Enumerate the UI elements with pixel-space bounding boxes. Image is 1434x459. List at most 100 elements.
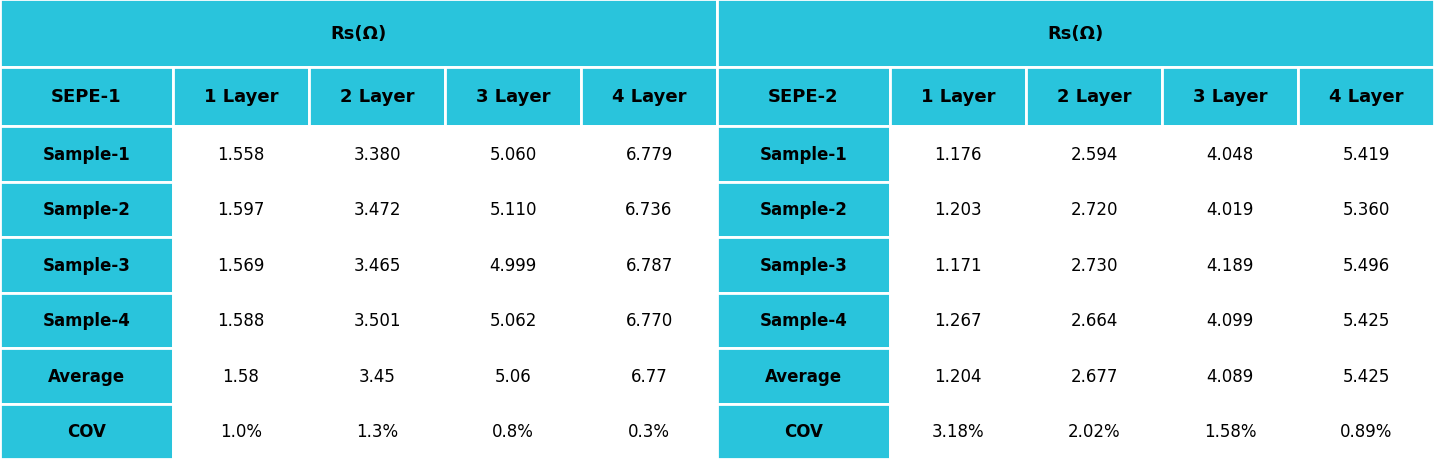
Text: 4.189: 4.189 xyxy=(1206,256,1253,274)
Text: 4.048: 4.048 xyxy=(1206,146,1253,163)
FancyBboxPatch shape xyxy=(1162,238,1298,293)
Text: 4.999: 4.999 xyxy=(489,256,536,274)
FancyBboxPatch shape xyxy=(0,238,174,293)
FancyBboxPatch shape xyxy=(891,293,1027,348)
Text: 2.730: 2.730 xyxy=(1070,256,1117,274)
Text: 1.597: 1.597 xyxy=(218,201,265,219)
FancyBboxPatch shape xyxy=(310,348,445,403)
Text: 5.425: 5.425 xyxy=(1342,312,1390,330)
Text: 3.501: 3.501 xyxy=(353,312,400,330)
Text: 3.45: 3.45 xyxy=(358,367,396,385)
Text: Sample-2: Sample-2 xyxy=(760,201,847,219)
FancyBboxPatch shape xyxy=(1298,127,1434,182)
FancyBboxPatch shape xyxy=(1298,182,1434,238)
Text: 1.204: 1.204 xyxy=(935,367,982,385)
FancyBboxPatch shape xyxy=(891,238,1027,293)
FancyBboxPatch shape xyxy=(717,403,891,459)
Text: 2.594: 2.594 xyxy=(1070,146,1117,163)
FancyBboxPatch shape xyxy=(445,348,581,403)
FancyBboxPatch shape xyxy=(0,403,174,459)
FancyBboxPatch shape xyxy=(1298,403,1434,459)
Text: 1 Layer: 1 Layer xyxy=(204,88,278,106)
Text: COV: COV xyxy=(784,422,823,440)
FancyBboxPatch shape xyxy=(310,238,445,293)
FancyBboxPatch shape xyxy=(445,67,581,127)
FancyBboxPatch shape xyxy=(1027,127,1162,182)
Text: 5.419: 5.419 xyxy=(1342,146,1390,163)
FancyBboxPatch shape xyxy=(581,238,717,293)
FancyBboxPatch shape xyxy=(445,238,581,293)
FancyBboxPatch shape xyxy=(1027,348,1162,403)
Text: 2 Layer: 2 Layer xyxy=(1057,88,1131,106)
Text: 2 Layer: 2 Layer xyxy=(340,88,414,106)
FancyBboxPatch shape xyxy=(1162,293,1298,348)
Text: 6.770: 6.770 xyxy=(625,312,673,330)
FancyBboxPatch shape xyxy=(1027,238,1162,293)
FancyBboxPatch shape xyxy=(891,127,1027,182)
Text: 5.110: 5.110 xyxy=(489,201,536,219)
FancyBboxPatch shape xyxy=(581,348,717,403)
FancyBboxPatch shape xyxy=(0,293,174,348)
Text: 4 Layer: 4 Layer xyxy=(612,88,687,106)
Text: 4.099: 4.099 xyxy=(1206,312,1253,330)
Text: 1 Layer: 1 Layer xyxy=(921,88,995,106)
Text: 1.176: 1.176 xyxy=(935,146,982,163)
Text: 3 Layer: 3 Layer xyxy=(1193,88,1268,106)
Text: 3.465: 3.465 xyxy=(353,256,400,274)
Text: 1.558: 1.558 xyxy=(218,146,265,163)
FancyBboxPatch shape xyxy=(891,67,1027,127)
Text: 5.060: 5.060 xyxy=(489,146,536,163)
FancyBboxPatch shape xyxy=(581,293,717,348)
FancyBboxPatch shape xyxy=(0,127,174,182)
FancyBboxPatch shape xyxy=(581,182,717,238)
Text: 5.06: 5.06 xyxy=(495,367,532,385)
FancyBboxPatch shape xyxy=(310,293,445,348)
FancyBboxPatch shape xyxy=(891,348,1027,403)
Text: Sample-1: Sample-1 xyxy=(43,146,130,163)
Text: Sample-3: Sample-3 xyxy=(760,256,847,274)
Text: Sample-4: Sample-4 xyxy=(43,312,130,330)
Text: 1.3%: 1.3% xyxy=(356,422,399,440)
Text: Rs(Ω): Rs(Ω) xyxy=(1047,25,1104,43)
Text: 2.664: 2.664 xyxy=(1070,312,1117,330)
FancyBboxPatch shape xyxy=(310,182,445,238)
Text: 1.203: 1.203 xyxy=(934,201,982,219)
FancyBboxPatch shape xyxy=(1162,67,1298,127)
Text: Rs(Ω): Rs(Ω) xyxy=(330,25,387,43)
FancyBboxPatch shape xyxy=(891,403,1027,459)
FancyBboxPatch shape xyxy=(174,67,310,127)
FancyBboxPatch shape xyxy=(1027,182,1162,238)
Text: 5.425: 5.425 xyxy=(1342,367,1390,385)
Text: 5.062: 5.062 xyxy=(489,312,536,330)
FancyBboxPatch shape xyxy=(1162,182,1298,238)
Text: 2.02%: 2.02% xyxy=(1068,422,1120,440)
Text: 6.736: 6.736 xyxy=(625,201,673,219)
Text: SEPE-2: SEPE-2 xyxy=(769,88,839,106)
Text: 1.569: 1.569 xyxy=(218,256,265,274)
FancyBboxPatch shape xyxy=(310,67,445,127)
FancyBboxPatch shape xyxy=(1162,403,1298,459)
FancyBboxPatch shape xyxy=(174,403,310,459)
FancyBboxPatch shape xyxy=(1162,127,1298,182)
FancyBboxPatch shape xyxy=(717,67,891,127)
Text: 3.472: 3.472 xyxy=(353,201,400,219)
Text: 0.89%: 0.89% xyxy=(1339,422,1392,440)
FancyBboxPatch shape xyxy=(310,403,445,459)
Text: 3.18%: 3.18% xyxy=(932,422,984,440)
Text: 3.380: 3.380 xyxy=(353,146,400,163)
FancyBboxPatch shape xyxy=(445,182,581,238)
FancyBboxPatch shape xyxy=(581,403,717,459)
FancyBboxPatch shape xyxy=(1027,67,1162,127)
FancyBboxPatch shape xyxy=(174,348,310,403)
Text: SEPE-1: SEPE-1 xyxy=(52,88,122,106)
Text: 4.089: 4.089 xyxy=(1206,367,1253,385)
FancyBboxPatch shape xyxy=(717,348,891,403)
Text: 4.019: 4.019 xyxy=(1206,201,1253,219)
FancyBboxPatch shape xyxy=(310,127,445,182)
Text: 2.677: 2.677 xyxy=(1070,367,1117,385)
FancyBboxPatch shape xyxy=(1298,238,1434,293)
FancyBboxPatch shape xyxy=(174,127,310,182)
Text: 1.267: 1.267 xyxy=(935,312,982,330)
Text: COV: COV xyxy=(67,422,106,440)
FancyBboxPatch shape xyxy=(174,238,310,293)
